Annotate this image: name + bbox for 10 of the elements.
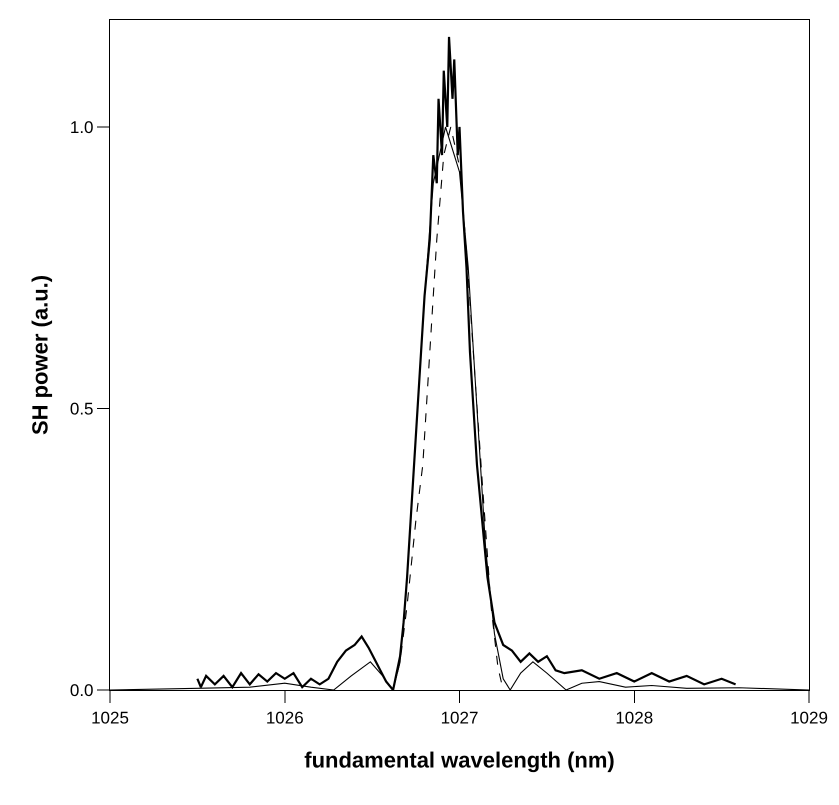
y-tick-label: 0.5 [70, 399, 94, 418]
y-axis-title: SH power (a.u.) [28, 274, 53, 436]
x-tick-label: 1027 [440, 708, 478, 728]
y-tick-label: 1.0 [70, 118, 94, 137]
x-tick-label: 1025 [91, 708, 129, 728]
x-tick-label: 1026 [266, 708, 304, 728]
y-tick-label: 0.0 [70, 680, 94, 700]
x-axis-title: fundamental wavelength (nm) [304, 747, 615, 772]
x-tick-label: 1028 [615, 708, 654, 728]
x-tick-label: 1029 [790, 708, 828, 728]
